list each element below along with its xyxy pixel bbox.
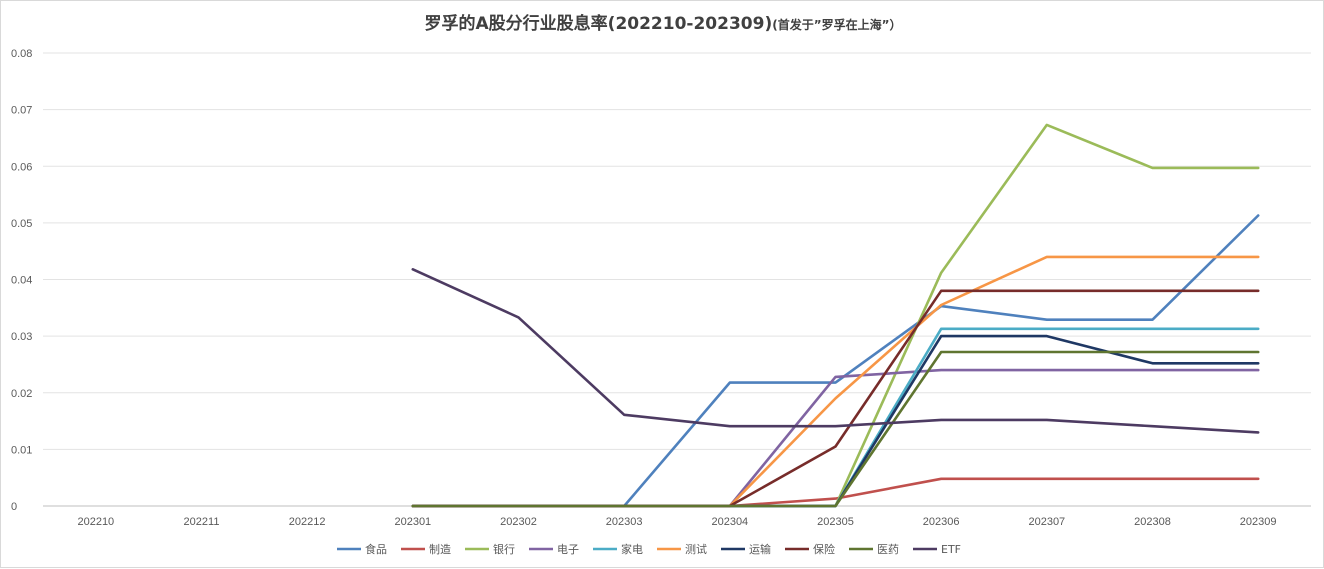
series-line-银行 bbox=[411, 123, 1260, 508]
y-tick-label: 0.03 bbox=[11, 331, 32, 343]
title-subtitle: (首发于”罗孚在上海”） bbox=[772, 17, 901, 32]
series-line-运输 bbox=[411, 334, 1260, 508]
y-tick-label: 0.06 bbox=[11, 161, 32, 173]
legend-label: 保险 bbox=[813, 542, 835, 556]
chart-title: 罗孚的A股分行业股息率(202210-202309)(首发于”罗孚在上海”） bbox=[425, 13, 902, 34]
x-tick-label: 202302 bbox=[500, 516, 537, 528]
x-tick-label: 202210 bbox=[77, 516, 114, 528]
legend-label: 测试 bbox=[685, 543, 707, 556]
x-axis-ticks: 202210 202211 202212 202301 202302 202303 2023… bbox=[77, 516, 1276, 528]
x-tick-label: 202309 bbox=[1240, 516, 1277, 528]
x-tick-label: 202305 bbox=[817, 516, 854, 528]
legend-label: 运输 bbox=[749, 542, 771, 556]
series-line-制造 bbox=[411, 477, 1260, 508]
y-tick-label: 0.04 bbox=[11, 275, 32, 287]
x-tick-label: 202212 bbox=[289, 516, 326, 528]
series-line-食品 bbox=[411, 214, 1260, 508]
series-line-医药 bbox=[411, 350, 1260, 508]
legend-label: 制造 bbox=[429, 542, 451, 556]
y-tick-label: 0 bbox=[11, 501, 17, 513]
y-axis-ticks: 0 0.01 0.02 0.03 0.04 0.05 0.06 0.07 0.08 bbox=[11, 48, 32, 513]
series-lines bbox=[411, 123, 1260, 508]
gridlines bbox=[43, 52, 1311, 507]
x-tick-label: 202304 bbox=[711, 516, 748, 528]
legend-label: ETF bbox=[941, 543, 961, 556]
legend-label: 家电 bbox=[621, 542, 643, 556]
x-tick-label: 202301 bbox=[394, 516, 431, 528]
legend-label: 医药 bbox=[877, 543, 899, 556]
legend-label: 电子 bbox=[557, 543, 579, 556]
x-tick-label: 202308 bbox=[1134, 516, 1171, 528]
legend-label: 食品 bbox=[365, 542, 387, 556]
y-tick-label: 0.07 bbox=[11, 105, 32, 117]
x-tick-label: 202307 bbox=[1028, 516, 1065, 528]
y-tick-label: 0.08 bbox=[11, 48, 32, 60]
x-tick-label: 202303 bbox=[606, 516, 643, 528]
x-tick-label: 202306 bbox=[923, 516, 960, 528]
y-tick-label: 0.05 bbox=[11, 218, 32, 230]
legend-label: 银行 bbox=[493, 542, 515, 556]
series-line-电子 bbox=[411, 368, 1260, 508]
series-line-ETF bbox=[411, 268, 1260, 434]
legend: 食品 制造 银行 电子 家电 测试 运输 保险 医药 ETF bbox=[337, 542, 961, 556]
title-main: 罗孚的A股分行业股息率(202210-202309) bbox=[425, 13, 773, 34]
y-tick-label: 0.02 bbox=[11, 388, 32, 400]
x-tick-label: 202211 bbox=[184, 516, 220, 528]
y-tick-label: 0.01 bbox=[11, 444, 32, 456]
